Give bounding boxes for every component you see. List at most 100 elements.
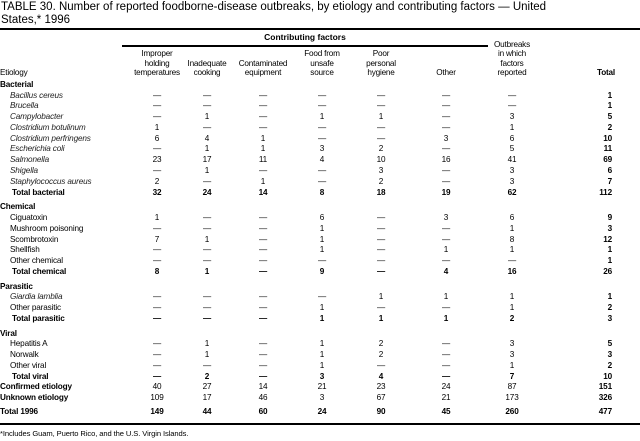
table-cell: —	[317, 133, 327, 143]
table-cell: 2	[204, 371, 210, 381]
table-cell: 17	[202, 393, 212, 403]
table-cell: 6	[154, 133, 160, 143]
table-cell: 7	[509, 371, 515, 381]
table-cell: 1	[204, 112, 210, 122]
table-cell: 1	[319, 349, 325, 359]
row-label: Total bacterial	[12, 187, 65, 197]
column-header: Contaminated equipment	[238, 58, 288, 78]
top-rule	[0, 28, 640, 30]
table-cell: —	[152, 303, 162, 313]
table-cell: —	[152, 166, 162, 176]
table-cell: —	[152, 245, 162, 255]
table-cell: —	[441, 122, 451, 132]
table-cell: —	[258, 256, 268, 266]
table-cell: —	[202, 292, 212, 302]
table-cell: —	[202, 256, 212, 266]
table-cell: —	[317, 256, 327, 266]
table-cell: 8	[509, 234, 515, 244]
table-cell: —	[441, 349, 451, 359]
table-cell: —	[376, 122, 386, 132]
table-cell: 67	[376, 393, 386, 403]
table-title-block: TABLE 30. Number of reported foodborne-d…	[1, 1, 639, 27]
table-cell: 1	[204, 349, 210, 359]
table-cell: 62	[507, 187, 517, 197]
row-label: Shigella	[10, 166, 38, 176]
table-cell: 1	[319, 303, 325, 313]
table-cell: 27	[202, 382, 212, 392]
table-cell: 3	[607, 349, 613, 359]
table-cell: —	[441, 339, 451, 349]
table-cell: 7	[154, 234, 160, 244]
table-cell: —	[152, 360, 162, 370]
table-cell: 10	[603, 371, 612, 381]
table-cell: —	[258, 313, 268, 323]
table-cell: 1	[319, 112, 325, 122]
table-cell: 1	[204, 166, 210, 176]
table-cell: —	[317, 176, 327, 186]
table-cell: 12	[603, 234, 612, 244]
table-cell: 24	[202, 187, 212, 197]
table-cell: 3	[443, 133, 449, 143]
table-cell: —	[258, 266, 268, 276]
row-label: Norwalk	[10, 349, 39, 359]
total-row: Total chemical 8 1 — 9 — 4 16 26	[0, 267, 640, 278]
table-cell: —	[152, 112, 162, 122]
table-row: Hepatitis A — 1 — 1 2 — 3 5	[0, 339, 640, 350]
table-cell: 9	[607, 212, 613, 222]
table-cell: 1	[260, 176, 266, 186]
footnote: *Includes Guam, Puerto Rico, and the U.S…	[0, 429, 189, 438]
table-cell: 3	[509, 112, 515, 122]
table-cell: 44	[202, 406, 212, 416]
table-cell: 326	[598, 393, 612, 403]
table-row: Shigella — 1 — — 3 — 3 6	[0, 166, 640, 177]
table-row: Norwalk — 1 — 1 2 — 3 3	[0, 350, 640, 361]
column-header: Poor personal hygiene	[366, 49, 396, 78]
table-cell: —	[152, 101, 162, 111]
table-cell: 40	[152, 382, 162, 392]
table-cell: —	[152, 339, 162, 349]
row-label: Giardia lamblia	[10, 292, 63, 302]
table-cell: 18	[376, 187, 386, 197]
table-cell: 3	[607, 223, 613, 233]
table-cell: —	[152, 349, 162, 359]
table-cell: —	[258, 101, 268, 111]
table-row: Clostridium perfringens 6 4 1 — — 3 6 10	[0, 134, 640, 145]
table-cell: —	[507, 90, 517, 100]
table-cell: 1	[607, 292, 613, 302]
contributing-factors-header: Contributing factors	[264, 32, 346, 42]
table-row: Other viral — — — 1 — — 1 2	[0, 361, 640, 372]
table-cell: —	[258, 90, 268, 100]
table-cell: 69	[603, 155, 612, 165]
table-cell: —	[202, 223, 212, 233]
table-cell: 1	[319, 234, 325, 244]
table-row: Salmonella 23 17 11 4 10 16 41 69	[0, 155, 640, 166]
table-cell: —	[152, 292, 162, 302]
table-cell: —	[441, 234, 451, 244]
table-cell: —	[202, 122, 212, 132]
table-row: Staphylococcus aureus 2 — 1 — 2 — 3 7	[0, 177, 640, 188]
table-cell: —	[202, 360, 212, 370]
row-label: Ciguatoxin	[10, 212, 48, 222]
table-cell: —	[376, 133, 386, 143]
table-cell: 3	[509, 349, 515, 359]
table-cell: —	[376, 266, 386, 276]
row-label: Clostridium botulinum	[10, 122, 86, 132]
table-cell: 3	[319, 144, 325, 154]
table-cell: —	[258, 212, 268, 222]
total-row: Total viral — 2 — 3 4 — 7 10	[0, 372, 640, 383]
table-cell: 6	[607, 166, 613, 176]
row-label: Total chemical	[12, 266, 67, 276]
table-cell: 21	[317, 382, 327, 392]
table-cell: 24	[441, 382, 451, 392]
table-cell: 4	[378, 371, 384, 381]
row-label: Hepatitis A	[10, 339, 48, 349]
table-cell: —	[202, 176, 212, 186]
table-cell: —	[258, 223, 268, 233]
row-label: Clostridium perfringens	[10, 133, 91, 143]
table-cell: —	[317, 122, 327, 132]
table-cell: —	[202, 101, 212, 111]
table-cell: —	[441, 144, 451, 154]
row-label: Scombrotoxin	[10, 234, 59, 244]
row-label: Other chemical	[10, 256, 63, 266]
table-cell: 1	[319, 313, 325, 323]
